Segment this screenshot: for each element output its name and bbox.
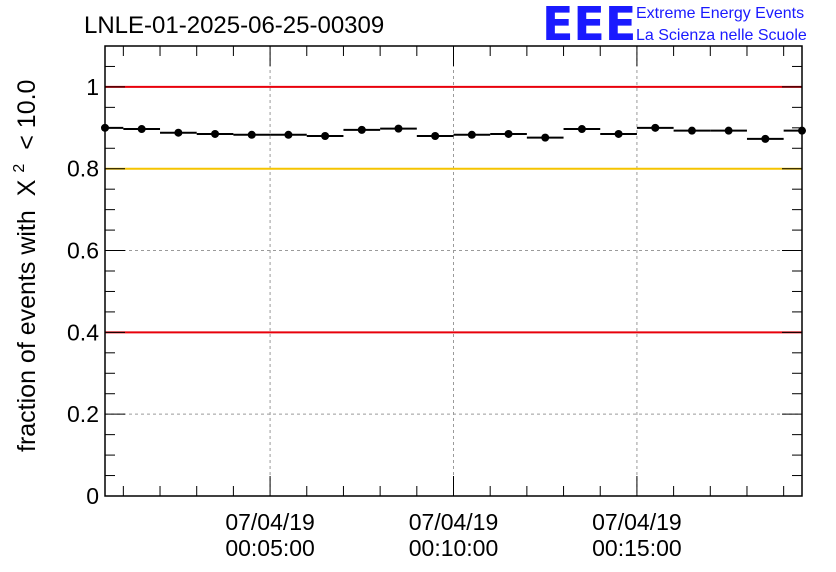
y-axis-label: fraction of events with X 2 < 10.0 xyxy=(2,80,41,452)
data-point xyxy=(211,129,220,138)
y-axis-label-suffix: < 10.0 xyxy=(13,80,41,150)
data-point xyxy=(687,126,696,135)
tick-labels: 00.20.40.60.8107/04/1900:05:0007/04/1900… xyxy=(67,74,682,561)
data-point xyxy=(614,129,623,138)
data-point xyxy=(321,132,330,140)
x-tick-label-date: 07/04/19 xyxy=(225,509,315,535)
y-tick-label: 0.8 xyxy=(67,156,99,182)
data-point xyxy=(101,123,109,132)
y-tick-label: 0 xyxy=(86,483,99,509)
logo-line-2: La Scienza nelle Scuole xyxy=(636,27,807,44)
data-point xyxy=(761,134,770,143)
data-point xyxy=(651,123,660,132)
data-point xyxy=(137,125,146,134)
y-axis-label-exponent: 2 xyxy=(11,164,28,173)
data-point xyxy=(541,133,550,142)
data-point xyxy=(394,124,403,133)
y-tick-label: 1 xyxy=(86,74,99,100)
chart-title: LNLE-01-2025-06-25-00309 xyxy=(84,12,384,39)
x-tick-label-time: 00:10:00 xyxy=(409,535,499,561)
data-point xyxy=(577,125,586,134)
data-point xyxy=(247,130,256,139)
y-tick-label: 0.4 xyxy=(67,319,99,345)
x-tick-label-date: 07/04/19 xyxy=(592,509,682,535)
data-point xyxy=(431,132,440,140)
axes xyxy=(104,45,803,497)
reference-lines xyxy=(105,85,802,334)
data-point xyxy=(798,126,806,135)
y-tick-label: 0.6 xyxy=(67,238,99,264)
x-tick-label-time: 00:15:00 xyxy=(592,535,682,561)
data-point xyxy=(174,128,183,137)
data-point xyxy=(724,126,733,135)
data-points xyxy=(101,123,806,143)
data-point xyxy=(284,130,293,139)
grid-lines xyxy=(105,46,802,496)
y-axis-label-symbol: X xyxy=(13,179,41,196)
x-tick-label-time: 00:05:00 xyxy=(225,535,315,561)
logo-letters: EEE xyxy=(542,0,636,51)
logo-line-1: Extreme Energy Events xyxy=(636,5,804,22)
eee-logo: EEE Extreme Energy Events La Scienza nel… xyxy=(542,0,807,51)
y-axis-label-text: fraction of events with xyxy=(13,210,41,452)
data-point xyxy=(504,129,513,138)
x-tick-label-date: 07/04/19 xyxy=(409,509,499,535)
y-tick-label: 0.2 xyxy=(67,401,99,427)
data-point xyxy=(357,125,366,134)
data-point xyxy=(467,130,476,139)
